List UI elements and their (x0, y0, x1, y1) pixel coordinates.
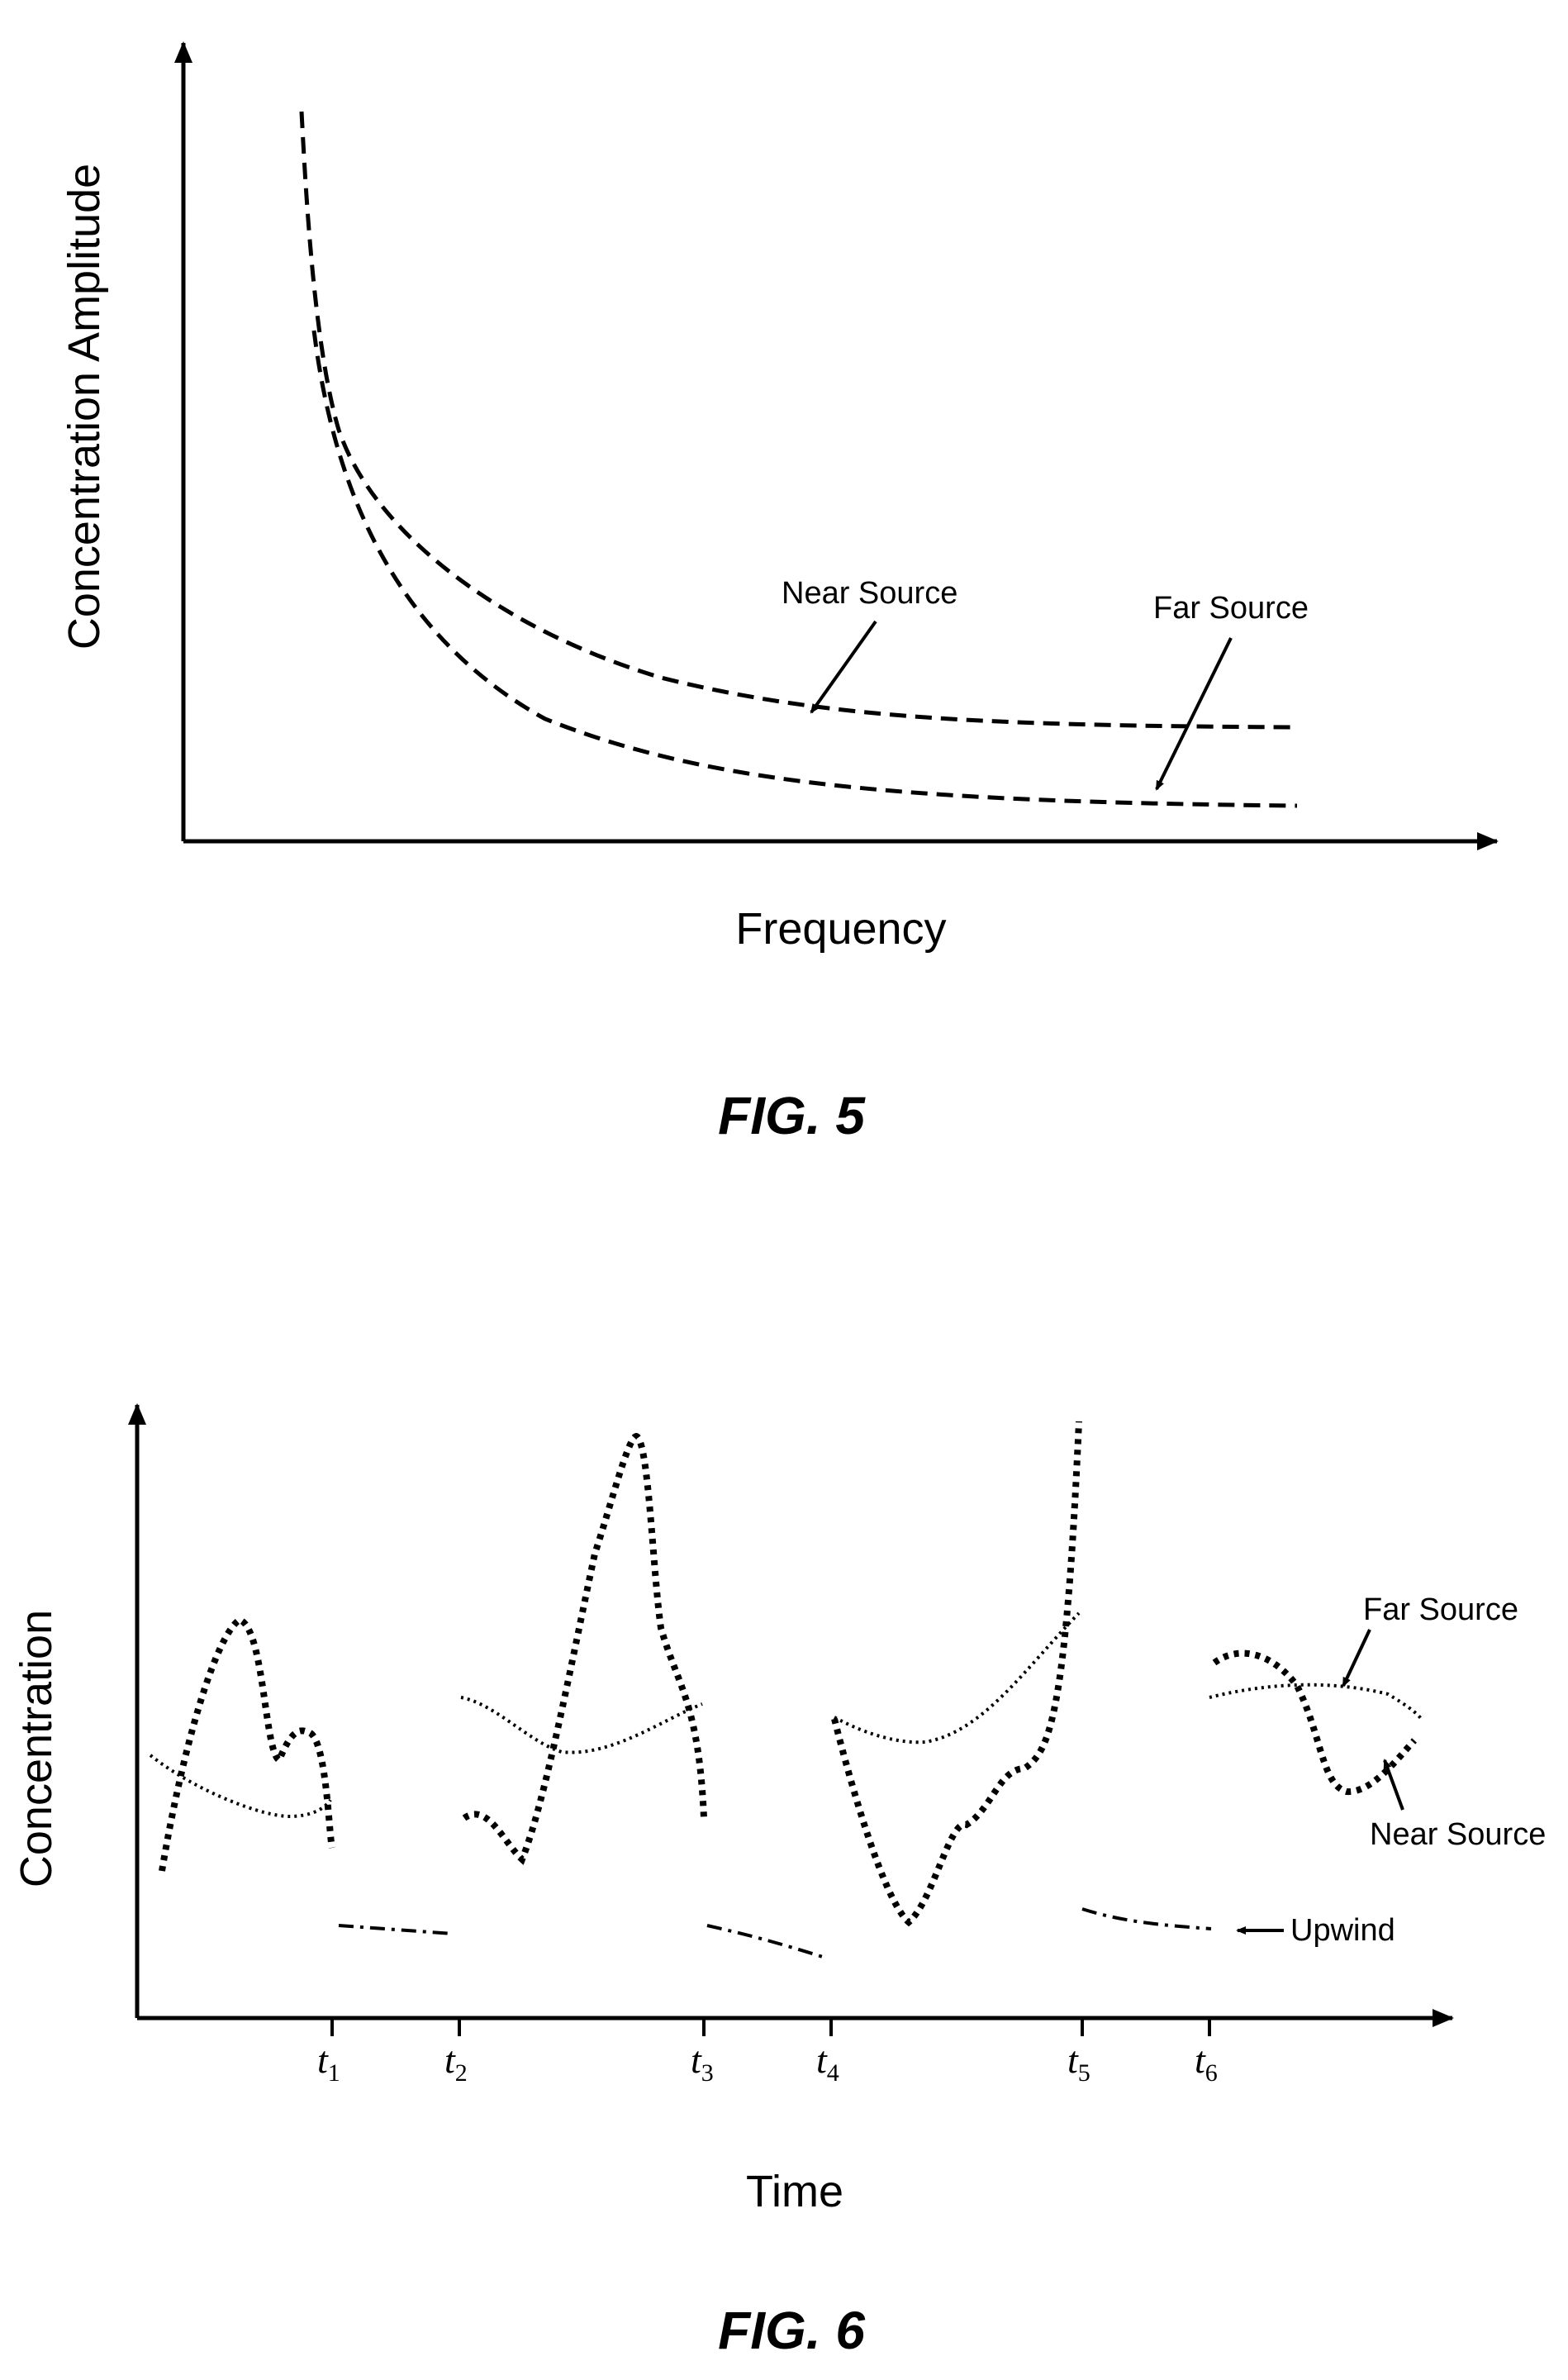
fig6-tick-label-t6: t6 (1195, 2039, 1218, 2087)
fig6-upwind-segment-2 (706, 1924, 829, 1960)
fig6-upwind-segment-3 (1081, 1907, 1212, 1930)
fig6-tick-label-t5: t5 (1067, 2039, 1090, 2087)
fig6-x-axis-title: Time (746, 2167, 843, 2216)
fig6-near-source-pointer (1383, 1759, 1404, 1811)
fig6-caption: FIG. 6 (718, 2301, 865, 2360)
figure-5: Near Source Far Source Concentration Amp… (59, 41, 1499, 1145)
fig6-far-source-segment-4 (1209, 1683, 1424, 1722)
fig6-far-source-segment-2 (460, 1696, 703, 1754)
fig5-near-source-pointer (810, 620, 877, 714)
fig6-near-source-segment-3 (831, 1421, 1082, 1927)
fig5-near-source-label: Near Source (782, 576, 957, 611)
fig6-y-axis-title: Concentration (12, 1610, 61, 1887)
fig5-caption: FIG. 5 (718, 1086, 866, 1145)
fig6-far-source-pointer (1342, 1629, 1371, 1687)
fig5-x-axis-title: Frequency (735, 904, 946, 954)
fig6-tick-label-t2: t2 (444, 2039, 468, 2087)
fig6-far-source-segment-1 (149, 1754, 332, 1819)
fig6-near-source-segment-2 (462, 1432, 707, 1865)
fig6-near-source-label: Near Source (1370, 1817, 1546, 1852)
fig6-near-source-segment-4 (1212, 1649, 1417, 1795)
fig6-near-source-segment-1 (159, 1616, 335, 1872)
fig6-axes (128, 1403, 1454, 2027)
fig5-far-source-curve (311, 330, 1298, 808)
figure-6: t1 t2 t3 t4 t5 t6 Far Source Near S (12, 1403, 1546, 2360)
fig6-near-source-series (159, 1421, 1417, 1927)
fig5-y-axis-title: Concentration Amplitude (59, 164, 109, 650)
fig6-tick-label-t4: t4 (816, 2039, 839, 2087)
fig6-upwind-segment-1 (338, 1924, 454, 1935)
fig6-tick-label-t3: t3 (691, 2039, 714, 2087)
fig6-far-source-series (149, 1611, 1424, 1819)
fig6-upwind-series (338, 1907, 1212, 1960)
fig6-upwind-label: Upwind (1290, 1913, 1395, 1948)
fig5-near-source-curve (299, 111, 1294, 730)
fig6-far-source-label: Far Source (1363, 1592, 1518, 1627)
fig5-far-source-pointer (1155, 637, 1233, 791)
fig5-axes (174, 41, 1499, 850)
fig6-far-source-segment-3 (834, 1611, 1081, 1745)
fig5-far-source-label: Far Source (1153, 591, 1309, 626)
fig6-tick-marks (330, 2018, 1211, 2036)
fig6-tick-label-t1: t1 (317, 2039, 340, 2087)
